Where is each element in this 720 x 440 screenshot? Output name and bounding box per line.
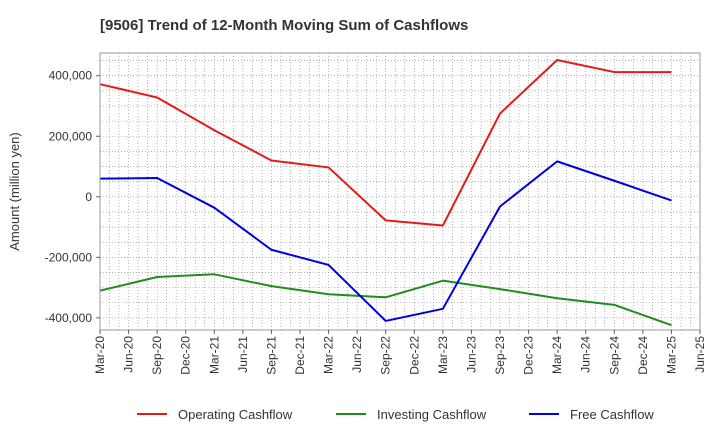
y-tick-label: 200,000 [49,129,93,143]
x-tick-label: Dec-22 [407,336,421,375]
x-tick-label: Sep-24 [607,336,621,375]
x-tick-label: Sep-21 [264,336,278,375]
x-tick-label: Jun-20 [122,336,136,373]
x-tick-label: Mar-25 [664,336,678,374]
x-tick-label: Jun-25 [693,336,707,373]
x-tick-label: Jun-22 [350,336,364,373]
x-tick-label: Mar-22 [322,336,336,374]
x-tick-label: Dec-21 [293,336,307,375]
series-line-investing-cashflow [99,273,672,327]
chart-title: [9506] Trend of 12-Month Moving Sum of C… [100,17,468,34]
x-tick-label: Jun-23 [464,336,478,373]
series-line-free-cashflow [99,160,672,322]
series-line-operating-cashflow [99,58,672,227]
y-tick-label: 400,000 [49,69,93,83]
x-tick-label: Jun-21 [236,336,250,373]
legend-label: Investing Cashflow [377,407,487,422]
plot-frame [99,52,701,331]
x-tick-label: Mar-20 [93,336,107,374]
y-tick-label: 0 [85,190,92,204]
x-tick-label: Dec-24 [636,336,650,375]
x-tick-label: Sep-22 [379,336,393,375]
x-axis-ticks: Mar-20 Jun-20 Sep-20 Dec-20 Mar-21 Jun-21 Sep-… [93,330,707,375]
legend: Operating Cashflow Investing Cashflow Free… [137,407,654,422]
x-tick-label: Jun-24 [579,336,593,373]
x-tick-label: Mar-21 [207,336,221,374]
x-tick-label: Mar-23 [436,336,450,374]
y-tick-label: -200,000 [45,250,93,264]
y-tick-label: -400,000 [45,311,93,325]
x-tick-label: Sep-23 [493,336,507,375]
x-tick-label: Dec-23 [522,336,536,375]
y-axis-label: Amount (million yen) [7,132,22,251]
x-tick-label: Sep-20 [150,336,164,375]
x-tick-label: Dec-20 [179,336,193,375]
series-lines [99,58,672,327]
grid [99,53,701,330]
y-axis-ticks: 400,000 200,000 0 -200,000 -400,000 [45,69,100,325]
legend-label: Free Cashflow [570,407,654,422]
legend-label: Operating Cashflow [178,407,293,422]
x-tick-label: Mar-24 [550,336,564,374]
